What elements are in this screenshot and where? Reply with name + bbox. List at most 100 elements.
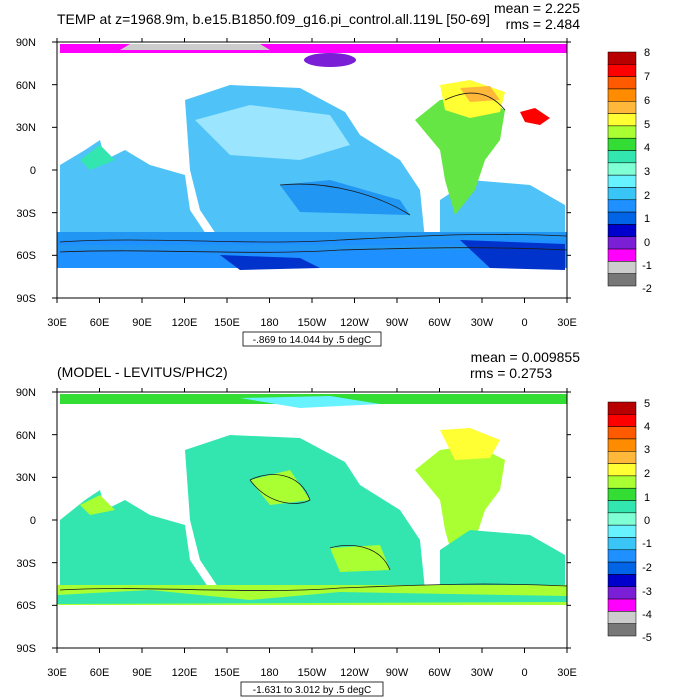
panel-top-contour-info: -.869 to 14.044 by .5 degC bbox=[253, 335, 371, 346]
panel-top-colorbar bbox=[607, 51, 637, 287]
top-atlantic-north bbox=[415, 95, 505, 215]
top-ylabel-30n: 30N bbox=[16, 122, 36, 134]
bottom-colorbar-swatch-3 bbox=[607, 438, 637, 452]
bottom-xlabel-30w: 30W bbox=[471, 667, 494, 679]
top-arctic-gray bbox=[120, 44, 270, 50]
bottom-xlabel-180: 180 bbox=[260, 667, 278, 679]
top-contour-4 bbox=[444, 92, 506, 111]
top-colorbar-swatch-12 bbox=[607, 199, 637, 213]
top-cbar-label-1: 1 bbox=[644, 213, 650, 225]
bottom-contour-2 bbox=[249, 474, 311, 504]
top-arctic-purple bbox=[304, 53, 356, 67]
bottom-ylabel-30s: 30S bbox=[16, 558, 36, 570]
panel-bottom-ylabels: 90N 60N 30N 0 30S 60S 90S bbox=[16, 387, 36, 655]
panel-bottom-mean: mean = 0.009855 bbox=[471, 349, 581, 365]
top-cbar-label-8: 8 bbox=[644, 47, 650, 59]
panel-bottom-map bbox=[57, 392, 567, 648]
bottom-colorbar-swatch-11 bbox=[607, 537, 637, 551]
top-xlabel-120e: 120E bbox=[172, 317, 198, 329]
bottom-ylabel-90s: 90S bbox=[16, 643, 36, 655]
top-cbar-label-4: 4 bbox=[644, 142, 650, 154]
panel-bottom-colorbar-labels: 5 4 3 2 1 0 -1 -2 -3 -4 -5 bbox=[642, 398, 652, 644]
top-ylabel-90n: 90N bbox=[16, 37, 36, 49]
bottom-colorbar-swatch-12 bbox=[607, 549, 637, 563]
top-xlabel-180: 180 bbox=[260, 317, 278, 329]
bottom-colorbar-swatch-15 bbox=[607, 586, 637, 600]
panel-top-rms: rms = 2.484 bbox=[506, 16, 581, 32]
top-colorbar-swatch-9 bbox=[607, 162, 637, 176]
bottom-xlabel-90e: 90E bbox=[132, 667, 152, 679]
panel-bottom-rms: rms = 0.2753 bbox=[470, 365, 552, 381]
bottom-colorbar-swatch-2 bbox=[607, 426, 637, 440]
panel-top-xlabels: 30E 60E 90E 120E 150E 180 150W 120W 90W … bbox=[47, 317, 577, 329]
bottom-xlabel-30e-end: 30E bbox=[557, 667, 577, 679]
bottom-colorbar-swatch-13 bbox=[607, 561, 637, 575]
bottom-xlabel-0: 0 bbox=[521, 667, 527, 679]
top-xlabel-150w: 150W bbox=[298, 317, 327, 329]
top-colorbar-swatch-18 bbox=[607, 273, 637, 287]
top-colorbar-swatch-11 bbox=[607, 187, 637, 201]
bottom-warm-patch bbox=[440, 428, 500, 460]
bottom-contour-1 bbox=[59, 583, 567, 591]
top-cbar-label-3: 3 bbox=[644, 166, 650, 178]
top-contour-2 bbox=[59, 247, 567, 253]
top-xlabel-90w: 90W bbox=[386, 317, 409, 329]
bottom-colorbar-swatch-8 bbox=[607, 500, 637, 514]
top-cbar-label-6: 6 bbox=[644, 95, 650, 107]
bottom-xlabel-60w: 60W bbox=[428, 667, 451, 679]
top-contour-1 bbox=[59, 233, 567, 243]
top-colorbar-swatch-6 bbox=[607, 125, 637, 139]
bottom-colorbar-swatch-9 bbox=[607, 512, 637, 526]
bottom-cbar-label-2: 2 bbox=[644, 468, 650, 480]
bottom-colorbar-swatch-16 bbox=[607, 598, 637, 612]
top-colorbar-swatch-8 bbox=[607, 150, 637, 164]
bottom-ylabel-60n: 60N bbox=[16, 430, 36, 442]
top-colorbar-swatch-0 bbox=[607, 51, 637, 65]
panel-bottom-contour-box bbox=[240, 681, 384, 697]
top-atlantic-south bbox=[440, 180, 565, 240]
top-contour-3 bbox=[279, 183, 411, 216]
panel-bottom-ticks bbox=[52, 388, 571, 653]
top-colorbar-swatch-3 bbox=[607, 88, 637, 102]
bottom-colorbar-swatch-6 bbox=[607, 475, 637, 489]
bottom-cbar-label-3: 3 bbox=[644, 444, 650, 456]
bottom-colorbar-swatch-5 bbox=[607, 463, 637, 477]
top-xlabel-120w: 120W bbox=[340, 317, 369, 329]
top-colorbar-swatch-2 bbox=[607, 76, 637, 90]
bottom-cbar-label-m2: -2 bbox=[642, 562, 652, 574]
bottom-colorbar-swatch-10 bbox=[607, 524, 637, 538]
top-arctic-band bbox=[60, 44, 567, 53]
bottom-colorbar-swatch-14 bbox=[607, 574, 637, 587]
panel-bottom-title: (MODEL - LEVITUS/PHC2) bbox=[57, 364, 228, 380]
bottom-xlabel-60e: 60E bbox=[90, 667, 110, 679]
panel-top-ylabels: 90N 60N 30N 0 30S 60S 90S bbox=[16, 37, 36, 305]
top-colorbar-swatch-15 bbox=[607, 236, 637, 250]
top-colorbar-swatch-4 bbox=[607, 101, 637, 114]
bottom-ylabel-90n: 90N bbox=[16, 387, 36, 399]
top-colorbar-swatch-16 bbox=[607, 248, 637, 262]
bottom-cbar-label-m3: -3 bbox=[642, 586, 652, 598]
top-xlabel-30e-end: 30E bbox=[557, 317, 577, 329]
top-ylabel-0: 0 bbox=[30, 165, 36, 177]
top-cbar-label-5: 5 bbox=[644, 119, 650, 131]
top-xlabel-30e: 30E bbox=[47, 317, 67, 329]
panel-top-ticks bbox=[52, 38, 571, 303]
top-colorbar-swatch-7 bbox=[607, 137, 637, 151]
bottom-atlantic bbox=[415, 445, 505, 565]
bottom-xlabel-30e: 30E bbox=[47, 667, 67, 679]
bottom-cbar-label-1: 1 bbox=[644, 492, 650, 504]
top-ylabel-60s: 60S bbox=[16, 250, 36, 262]
bottom-xlabel-150e: 150E bbox=[214, 667, 240, 679]
top-xlabel-0: 0 bbox=[521, 317, 527, 329]
bottom-colorbar-swatch-7 bbox=[607, 487, 637, 501]
panel-bottom-xlabels: 30E 60E 90E 120E 150E 180 150W 120W 90W … bbox=[47, 667, 577, 679]
bottom-indian-ocean bbox=[60, 490, 210, 590]
panel-top: TEMP at z=1968.9m, b.e15.B1850.f09_g16.p… bbox=[16, 0, 652, 347]
top-colorbar-swatch-5 bbox=[607, 113, 637, 127]
bottom-xlabel-120w: 120W bbox=[340, 667, 369, 679]
panel-top-mean: mean = 2.225 bbox=[494, 0, 580, 16]
top-xlabel-90e: 90E bbox=[132, 317, 152, 329]
bottom-colorbar-swatch-1 bbox=[607, 414, 637, 427]
bottom-ylabel-0: 0 bbox=[30, 515, 36, 527]
bottom-cbar-label-m1: -1 bbox=[642, 538, 652, 550]
